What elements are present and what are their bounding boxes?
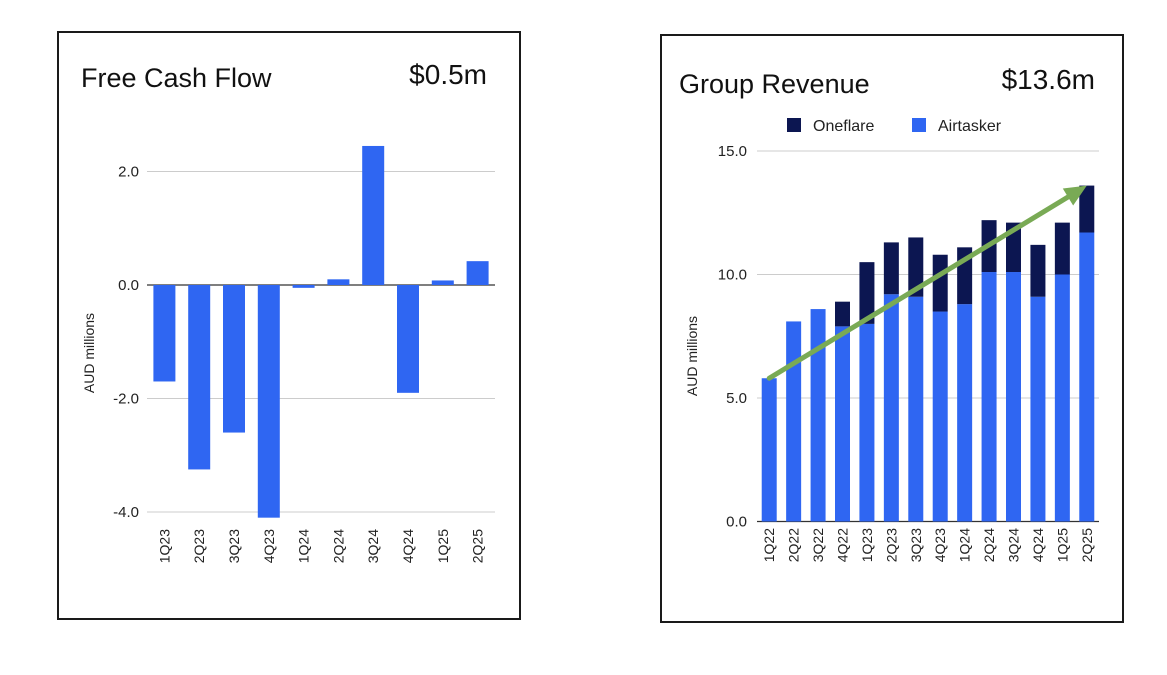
x-tick-label: 3Q23	[908, 528, 924, 562]
y-tick-label: 15.0	[718, 143, 747, 160]
trend-arrow-shaft	[766, 194, 1071, 381]
bar-3Q24	[362, 145, 385, 285]
bar-airtasker-3Q24	[1006, 272, 1021, 522]
y-tick-label: 0.0	[118, 277, 139, 294]
bar-airtasker-4Q23	[932, 311, 948, 522]
legend-swatch-oneflare	[787, 118, 801, 132]
x-tick-label: 4Q22	[835, 528, 851, 562]
x-tick-label: 2Q24	[981, 528, 997, 562]
x-tick-label: 1Q23	[156, 529, 172, 563]
y-tick-label: -4.0	[113, 504, 139, 521]
x-tick-label: 2Q24	[330, 529, 346, 563]
trend-arrow-head	[1062, 185, 1087, 206]
bar-airtasker-2Q24	[981, 272, 997, 522]
bar-oneflare-1Q25	[1054, 222, 1070, 275]
group-revenue-panel: Group Revenue $13.6m Oneflare Airtasker 0.…	[660, 34, 1124, 623]
bar-oneflare-4Q22	[835, 301, 850, 327]
y-tick-label: 0.0	[726, 514, 747, 531]
x-tick-label: 2Q25	[470, 529, 486, 563]
bar-oneflare-3Q23	[908, 237, 924, 297]
x-tick-label: 1Q22	[761, 528, 777, 562]
bar-4Q23	[257, 285, 280, 518]
bar-airtasker-1Q24	[957, 304, 973, 522]
bar-airtasker-2Q22	[786, 321, 802, 522]
bar-2Q25	[466, 261, 489, 285]
y-tick-label: 2.0	[118, 164, 139, 181]
x-tick-label: 1Q25	[1054, 528, 1070, 562]
x-tick-label: 3Q24	[365, 529, 381, 563]
bar-oneflare-4Q23	[932, 254, 948, 312]
free-cash-flow-chart: -4.0 -2.0 0.0 2.0 AUD millions 1Q23 2Q23 3Q23 4Q…	[81, 145, 495, 563]
bar-1Q25	[431, 280, 454, 285]
bar-airtasker-3Q23	[908, 296, 924, 522]
bar-airtasker-1Q25	[1054, 274, 1070, 522]
bar-1Q23	[153, 285, 176, 382]
group-revenue-chart: Oneflare Airtasker 0.0 5.0 10.0 15.0 AUD milli…	[684, 118, 1099, 562]
x-tick-label: 2Q22	[786, 528, 802, 562]
x-tick-label: 3Q22	[810, 528, 826, 562]
x-tick-label: 3Q23	[226, 529, 242, 563]
x-tick-label: 1Q24	[296, 529, 312, 563]
y-axis-label: AUD millions	[684, 316, 700, 396]
bar-1Q24	[292, 285, 315, 288]
x-tick-label: 4Q24	[400, 529, 416, 563]
bar-airtasker-3Q22	[810, 309, 826, 522]
x-tick-label: 4Q23	[932, 528, 948, 562]
bar-4Q24	[397, 285, 419, 393]
x-tick-label: 1Q23	[859, 528, 875, 562]
bar-3Q23	[223, 285, 245, 433]
x-tick-label: 2Q23	[191, 529, 207, 563]
bar-oneflare-2Q23	[883, 242, 899, 295]
free-cash-flow-panel: Free Cash Flow $0.5m -4.0 -2.0 0.0 2.0 AUD m…	[57, 31, 521, 620]
bar-airtasker-2Q23	[883, 294, 899, 522]
legend-label-airtasker: Airtasker	[938, 118, 1002, 135]
legend-swatch-airtasker	[912, 118, 926, 132]
bar-oneflare-1Q23	[859, 262, 875, 324]
legend-label-oneflare: Oneflare	[813, 118, 874, 135]
y-tick-label: 5.0	[726, 390, 747, 407]
chart-title: Group Revenue	[679, 69, 870, 99]
y-axis-label: AUD millions	[81, 313, 97, 393]
bar-airtasker-2Q25	[1079, 232, 1095, 522]
bar-2Q23	[188, 285, 211, 470]
bar-2Q24	[327, 279, 350, 285]
bar-airtasker-4Q22	[835, 326, 850, 522]
headline-value: $0.5m	[409, 59, 487, 90]
bar-oneflare-4Q24	[1030, 244, 1046, 297]
x-tick-label: 1Q25	[435, 529, 451, 563]
x-tick-label: 2Q23	[883, 528, 899, 562]
bar-oneflare-2Q25	[1079, 185, 1095, 233]
bar-airtasker-1Q23	[859, 323, 875, 522]
x-tick-label: 2Q25	[1079, 528, 1095, 562]
x-tick-label: 4Q24	[1030, 528, 1046, 562]
bar-airtasker-1Q22	[761, 378, 777, 522]
x-tick-label: 3Q24	[1006, 528, 1022, 562]
headline-value: $13.6m	[1001, 64, 1095, 95]
chart-title: Free Cash Flow	[81, 63, 272, 93]
x-tick-label: 1Q24	[957, 528, 973, 562]
x-tick-label: 4Q23	[261, 529, 277, 563]
y-tick-label: -2.0	[113, 391, 139, 408]
y-tick-label: 10.0	[718, 267, 747, 284]
bar-airtasker-4Q24	[1030, 296, 1046, 522]
